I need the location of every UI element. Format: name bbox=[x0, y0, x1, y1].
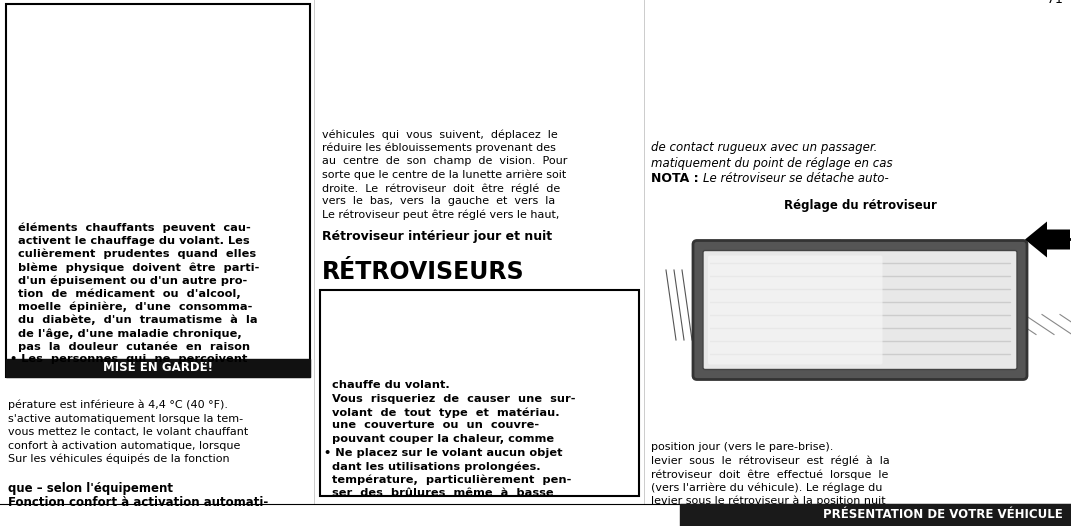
Text: confort à activation automatique, lorsque: confort à activation automatique, lorsqu… bbox=[7, 440, 240, 451]
Polygon shape bbox=[800, 279, 880, 309]
Text: Réglage du rétroviseur: Réglage du rétroviseur bbox=[784, 199, 936, 213]
Text: de contact rugueux avec un passager.: de contact rugueux avec un passager. bbox=[651, 141, 877, 155]
Text: s'active automatiquement lorsque la tem-: s'active automatiquement lorsque la tem- bbox=[7, 413, 243, 423]
Text: ser  des  brûlures  même  à  basse: ser des brûlures même à basse bbox=[325, 488, 554, 498]
Text: véhicules  qui  vous  suivent,  déplacez  le: véhicules qui vous suivent, déplacez le bbox=[322, 129, 558, 139]
Text: NOTA :: NOTA : bbox=[651, 171, 698, 185]
Text: vous mettez le contact, le volant chauffant: vous mettez le contact, le volant chauff… bbox=[7, 427, 248, 437]
Text: levier  sous  le  rétroviseur  est  réglé  à  la: levier sous le rétroviseur est réglé à l… bbox=[651, 456, 890, 466]
Text: 71: 71 bbox=[1047, 0, 1064, 6]
Text: dant les utilisations prolongées.: dant les utilisations prolongées. bbox=[325, 461, 541, 471]
Bar bbox=[6, 4, 310, 377]
Text: du  diabète,  d'un  traumatisme  à  la: du diabète, d'un traumatisme à la bbox=[10, 315, 258, 326]
Text: Le rétroviseur se détache auto-: Le rétroviseur se détache auto- bbox=[703, 171, 889, 185]
Text: activent le chauffage du volant. Les: activent le chauffage du volant. Les bbox=[10, 236, 250, 246]
Bar bbox=[320, 290, 639, 496]
Text: chauffe du volant.: chauffe du volant. bbox=[325, 380, 450, 390]
Text: position jour (vers le pare-brise).: position jour (vers le pare-brise). bbox=[651, 442, 833, 452]
Text: MISE EN GARDE!: MISE EN GARDE! bbox=[103, 361, 213, 374]
Text: éléments  chauffants  peuvent  cau-: éléments chauffants peuvent cau- bbox=[10, 222, 251, 233]
Text: Sur les véhicules équipés de la fonction: Sur les véhicules équipés de la fonction bbox=[7, 454, 229, 464]
Text: blème  physique  doivent  être  parti-: blème physique doivent être parti- bbox=[10, 262, 259, 272]
Text: • Les  personnes  qui  ne  perçoivent: • Les personnes qui ne perçoivent bbox=[10, 355, 247, 365]
Text: Le rétroviseur peut être réglé vers le haut,: Le rétroviseur peut être réglé vers le h… bbox=[322, 210, 559, 220]
Text: (vers l'arrière du véhicule). Le réglage du: (vers l'arrière du véhicule). Le réglage… bbox=[651, 482, 883, 493]
Text: tion  de  médicament  ou  d'alcool,: tion de médicament ou d'alcool, bbox=[10, 288, 241, 299]
Text: sorte que le centre de la lunette arrière soit: sorte que le centre de la lunette arrièr… bbox=[322, 169, 567, 180]
Text: de l'âge, d'une maladie chronique,: de l'âge, d'une maladie chronique, bbox=[10, 328, 242, 339]
Text: que – selon l'équipement: que – selon l'équipement bbox=[7, 482, 174, 495]
Text: température,  particulièrement  pen-: température, particulièrement pen- bbox=[325, 474, 571, 485]
Text: volant  de  tout  type  et  matériau.: volant de tout type et matériau. bbox=[325, 407, 560, 418]
FancyBboxPatch shape bbox=[708, 256, 883, 365]
Text: pérature est inférieure à 4,4 °C (40 °F).: pérature est inférieure à 4,4 °C (40 °F)… bbox=[7, 400, 228, 410]
Text: réduire les éblouissements provenant des: réduire les éblouissements provenant des bbox=[322, 143, 556, 153]
Polygon shape bbox=[1025, 221, 1070, 258]
Text: pouvant couper la chaleur, comme: pouvant couper la chaleur, comme bbox=[325, 434, 554, 444]
Bar bbox=[6, 359, 310, 377]
Bar bbox=[680, 504, 1071, 526]
Text: droite.  Le  rétroviseur  doit  être  réglé  de: droite. Le rétroviseur doit être réglé d… bbox=[322, 183, 560, 194]
Text: • Ne placez sur le volant aucun objet: • Ne placez sur le volant aucun objet bbox=[325, 448, 562, 458]
FancyBboxPatch shape bbox=[693, 240, 1027, 379]
Text: d'un épuisement ou d'un autre pro-: d'un épuisement ou d'un autre pro- bbox=[10, 275, 247, 286]
Text: au  centre  de  son  champ  de  vision.  Pour: au centre de son champ de vision. Pour bbox=[322, 156, 568, 166]
Text: culièrement  prudentes  quand  elles: culièrement prudentes quand elles bbox=[10, 249, 256, 259]
Text: Rétroviseur intérieur jour et nuit: Rétroviseur intérieur jour et nuit bbox=[322, 230, 553, 243]
FancyBboxPatch shape bbox=[703, 250, 1017, 369]
Text: une  couverture  ou  un  couvre-: une couverture ou un couvre- bbox=[325, 420, 539, 430]
Text: vers  le  bas,  vers  la  gauche  et  vers  la: vers le bas, vers la gauche et vers la bbox=[322, 197, 555, 207]
Text: Vous  risqueriez  de  causer  une  sur-: Vous risqueriez de causer une sur- bbox=[325, 393, 575, 403]
Text: rétroviseur  doit  être  effectué  lorsque  le: rétroviseur doit être effectué lorsque l… bbox=[651, 469, 888, 480]
Text: moelle  épinière,  d'une  consomma-: moelle épinière, d'une consomma- bbox=[10, 302, 253, 312]
Text: pas  la  douleur  cutanée  en  raison: pas la douleur cutanée en raison bbox=[10, 341, 251, 352]
Text: RÉTROVISEURS: RÉTROVISEURS bbox=[322, 260, 525, 284]
Text: Fonction confort à activation automati-: Fonction confort à activation automati- bbox=[7, 496, 268, 509]
Text: matiquement du point de réglage en cas: matiquement du point de réglage en cas bbox=[651, 157, 892, 169]
Text: levier sous le rétroviseur à la position nuit: levier sous le rétroviseur à la position… bbox=[651, 496, 886, 507]
Text: PRÉSENTATION DE VOTRE VÉHICULE: PRÉSENTATION DE VOTRE VÉHICULE bbox=[824, 509, 1064, 521]
Polygon shape bbox=[810, 308, 885, 339]
